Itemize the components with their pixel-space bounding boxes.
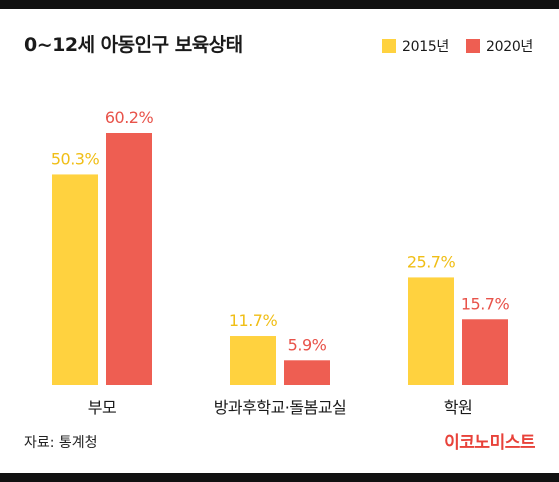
bar-2020-0 — [106, 133, 152, 385]
data-label-2015-2: 25.7% — [407, 252, 456, 271]
data-label-2015-0: 50.3% — [51, 149, 100, 168]
legend-swatch-2020 — [466, 39, 480, 53]
data-label-2020-1: 5.9% — [288, 335, 327, 354]
data-label-2020-2: 15.7% — [461, 294, 510, 313]
legend-label-2015: 2015년 — [402, 39, 450, 55]
legend-item-2020: 2020년 — [466, 37, 533, 55]
legend-item-2015: 2015년 — [382, 37, 449, 55]
brand-logo: 이코노미스트 — [444, 433, 535, 453]
bar-2015-2 — [408, 277, 454, 385]
data-label-2020-0: 60.2% — [105, 108, 154, 127]
bar-2020-2 — [462, 319, 508, 385]
bar-2020-1 — [284, 360, 330, 385]
source-note: 자료: 통계청 — [24, 435, 98, 451]
bar-2015-1 — [230, 336, 276, 385]
data-label-2015-1: 11.7% — [229, 311, 278, 330]
legend-swatch-2015 — [382, 39, 396, 53]
bar-2015-0 — [52, 174, 98, 385]
category-label-1: 방과후학교·돌봄교실 — [214, 398, 347, 417]
category-label-0: 부모 — [88, 398, 116, 417]
category-label-2: 학원 — [444, 398, 472, 417]
chart-title: 0~12세 아동인구 보육상태 — [24, 34, 243, 56]
legend-label-2020: 2020년 — [486, 39, 534, 55]
